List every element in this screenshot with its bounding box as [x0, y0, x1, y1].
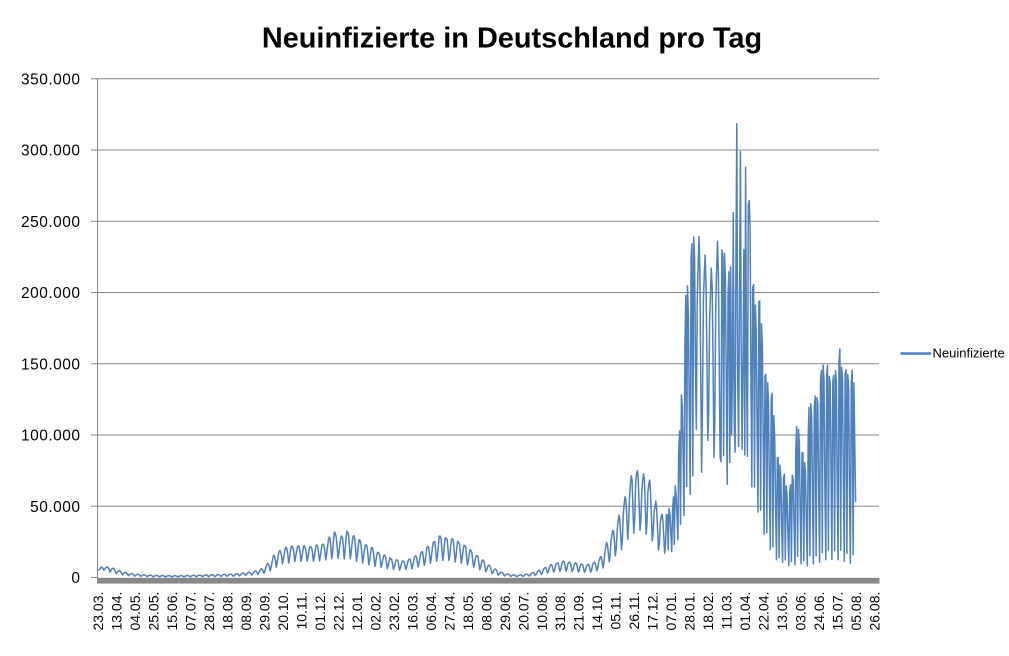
svg-text:18.02.: 18.02.: [700, 592, 716, 631]
svg-text:08.06.: 08.06.: [478, 592, 494, 631]
svg-text:26.08.: 26.08.: [867, 592, 883, 631]
svg-text:06.04.: 06.04.: [423, 592, 439, 631]
svg-text:350.000: 350.000: [21, 72, 81, 89]
svg-text:10.08.: 10.08.: [534, 592, 550, 631]
svg-text:22.12.: 22.12.: [330, 592, 346, 631]
svg-text:27.04.: 27.04.: [441, 592, 457, 631]
svg-text:07.07.: 07.07.: [182, 592, 198, 631]
svg-text:08.09.: 08.09.: [238, 592, 254, 631]
svg-text:02.02.: 02.02.: [367, 592, 383, 631]
svg-text:16.03.: 16.03.: [404, 592, 420, 631]
svg-text:29.06.: 29.06.: [497, 592, 513, 631]
svg-text:0: 0: [71, 570, 80, 587]
svg-text:17.12.: 17.12.: [645, 592, 661, 631]
svg-text:11.03.: 11.03.: [719, 592, 735, 630]
svg-text:50.000: 50.000: [30, 499, 80, 516]
svg-text:20.10.: 20.10.: [275, 592, 291, 631]
svg-text:01.12.: 01.12.: [312, 592, 328, 631]
svg-text:25.05.: 25.05.: [146, 592, 162, 631]
svg-text:07.01.: 07.01.: [663, 592, 679, 631]
svg-text:03.06.: 03.06.: [793, 592, 809, 631]
svg-text:15.06.: 15.06.: [164, 592, 180, 631]
svg-text:150.000: 150.000: [21, 356, 81, 373]
svg-text:14.10.: 14.10.: [589, 592, 605, 631]
svg-text:15.07.: 15.07.: [830, 592, 846, 631]
svg-text:21.09.: 21.09.: [571, 592, 587, 631]
svg-text:22.04.: 22.04.: [756, 592, 772, 631]
svg-text:12.01.: 12.01.: [349, 592, 365, 631]
svg-text:13.05.: 13.05.: [774, 592, 790, 631]
svg-text:31.08.: 31.08.: [552, 592, 568, 631]
svg-text:29.09.: 29.09.: [256, 592, 272, 631]
svg-text:26.11.: 26.11.: [626, 592, 642, 630]
svg-text:Neuinfizierte in Deutschland p: Neuinfizierte in Deutschland pro Tag: [262, 23, 762, 55]
svg-text:13.04.: 13.04.: [109, 592, 125, 631]
svg-text:01.04.: 01.04.: [737, 592, 753, 631]
svg-text:05.11.: 05.11.: [608, 592, 624, 630]
svg-text:300.000: 300.000: [21, 143, 81, 160]
svg-text:05.08.: 05.08.: [848, 592, 864, 631]
svg-text:Neuinfizierte: Neuinfizierte: [933, 346, 1005, 361]
svg-text:100.000: 100.000: [21, 428, 81, 445]
svg-text:200.000: 200.000: [21, 285, 81, 302]
svg-text:10.11.: 10.11.: [293, 592, 309, 630]
svg-text:23.02.: 23.02.: [386, 592, 402, 631]
svg-text:28.01.: 28.01.: [682, 592, 698, 631]
svg-text:28.07.: 28.07.: [201, 592, 217, 631]
svg-text:18.08.: 18.08.: [219, 592, 235, 631]
svg-text:18.05.: 18.05.: [460, 592, 476, 631]
svg-text:250.000: 250.000: [21, 214, 81, 231]
svg-text:24.06.: 24.06.: [811, 592, 827, 631]
svg-text:04.05.: 04.05.: [127, 592, 143, 631]
svg-text:23.03.: 23.03.: [90, 592, 106, 631]
svg-text:20.07.: 20.07.: [515, 592, 531, 631]
